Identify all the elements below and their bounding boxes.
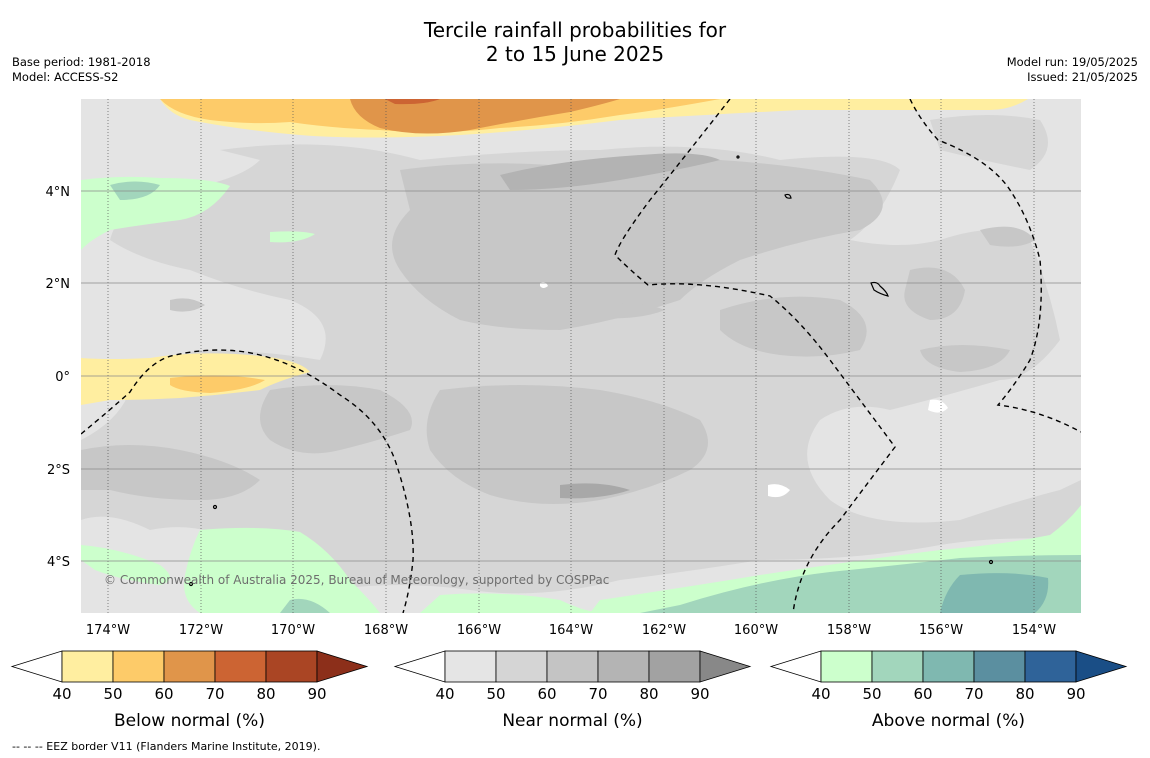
below-normal-colorbar-title: Below normal (%) xyxy=(114,711,265,731)
above-normal-colorbar-tick-label: 40 xyxy=(811,685,830,703)
lon-label: 170°W xyxy=(271,623,315,638)
graticule xyxy=(81,99,1081,613)
lat-label: 2°S xyxy=(47,463,70,478)
lat-axis-labels: 4°N 2°N 0° 2°S 4°S xyxy=(46,185,71,570)
below-normal-colorbar-segment xyxy=(112,650,165,683)
lon-label: 154°W xyxy=(1012,623,1056,638)
below-normal-colorbar-low-arrow xyxy=(10,650,63,683)
lon-label: 162°W xyxy=(642,623,686,638)
lon-label: 168°W xyxy=(364,623,408,638)
near-normal-colorbar-tick-label: 50 xyxy=(486,685,505,703)
below-normal-colorbar-tick-label: 90 xyxy=(307,685,326,703)
islands xyxy=(188,155,994,587)
near-normal-colorbar: 40 50 60 70 80 90 Near normal (%) xyxy=(393,650,752,731)
near-normal-colorbar-low-arrow xyxy=(393,650,446,683)
island-tabuaeran xyxy=(784,193,792,199)
map-title: Tercile rainfall probabilities for 2 to … xyxy=(0,18,1150,66)
near-normal-colorbar-tick-label: 90 xyxy=(690,685,709,703)
below-normal-colorbar-segment xyxy=(214,650,267,683)
map-plot-area[interactable]: © Commonwealth of Australia 2025, Bureau… xyxy=(81,99,1081,613)
near-normal-colorbar-tick-label: 70 xyxy=(588,685,607,703)
above-normal-colorbar-tick-label: 50 xyxy=(862,685,881,703)
issued-date: Issued: 21/05/2025 xyxy=(1027,70,1138,84)
near-normal-colorbar-high-arrow xyxy=(699,650,752,683)
below-normal-areas xyxy=(81,99,1028,405)
near-normal-colorbar-segment xyxy=(546,650,599,683)
below-normal-colorbar-tick-label: 40 xyxy=(52,685,71,703)
near-normal-colorbar-tick-label: 80 xyxy=(639,685,658,703)
lon-label: 166°W xyxy=(457,623,501,638)
below-normal-colorbar-segment xyxy=(61,650,114,683)
island-small-4 xyxy=(736,155,740,159)
model-run: Model run: 19/05/2025 xyxy=(1006,55,1138,69)
eez-legend-note: -- -- -- EEZ border V11 (Flanders Marine… xyxy=(12,740,321,753)
lat-label: 4°N xyxy=(46,185,71,200)
near-normal-colorbar-segment xyxy=(444,650,497,683)
title-line-1: Tercile rainfall probabilities for xyxy=(423,18,727,42)
above-normal-colorbar-segment xyxy=(1024,650,1077,683)
near-normal-50 xyxy=(81,115,1081,594)
lon-label: 160°W xyxy=(734,623,778,638)
above-normal-areas xyxy=(81,176,1081,613)
lon-label: 164°W xyxy=(549,623,593,638)
above-normal-colorbar-tick-label: 70 xyxy=(964,685,983,703)
lon-label: 158°W xyxy=(827,623,871,638)
lat-label: 4°S xyxy=(47,555,70,570)
near-normal-colorbar-segment xyxy=(495,650,548,683)
island-kiritimati xyxy=(870,281,889,297)
above-normal-colorbar-tick-label: 80 xyxy=(1015,685,1034,703)
eez-border-line-islands xyxy=(614,99,896,613)
run-info: Model run: 19/05/2025 Issued: 21/05/2025 xyxy=(1007,55,1138,85)
above-normal-colorbar-low-arrow xyxy=(769,650,822,683)
below-normal-colorbar-segment xyxy=(265,650,318,683)
lon-label: 156°W xyxy=(919,623,963,638)
map-figure: © Commonwealth of Australia 2025, Bureau… xyxy=(10,99,1128,731)
near-normal-colorbar-segment xyxy=(648,650,701,683)
below-normal-colorbar-high-arrow xyxy=(316,650,369,683)
lon-axis-labels: 174°W 172°W 170°W 168°W 166°W 164°W 162°… xyxy=(86,623,1056,638)
below-normal-colorbar-segment xyxy=(163,650,216,683)
white-low-confidence xyxy=(540,282,948,498)
base-period: Base period: 1981-2018 xyxy=(12,55,151,69)
model-info: Base period: 1981-2018 Model: ACCESS-S2 xyxy=(12,55,151,85)
title-line-2: 2 to 15 June 2025 xyxy=(485,42,665,66)
near-normal-70 xyxy=(500,153,720,499)
above-normal-colorbar-tick-label: 60 xyxy=(913,685,932,703)
below-normal-colorbar-tick-label: 60 xyxy=(154,685,173,703)
above-normal-colorbar-segment xyxy=(820,650,873,683)
below-normal-colorbar-tick-label: 70 xyxy=(205,685,224,703)
below-normal-colorbar: 40 50 60 70 80 90 Below normal (%) xyxy=(10,650,369,731)
above-normal-colorbar-segment xyxy=(973,650,1026,683)
copyright-notice: © Commonwealth of Australia 2025, Bureau… xyxy=(104,573,609,587)
near-normal-colorbar-title: Near normal (%) xyxy=(502,711,642,731)
above-normal-colorbar-title: Above normal (%) xyxy=(872,711,1025,731)
colorbar-legends: 40 50 60 70 80 90 Below normal (%) 40 50 60 70 80 90… xyxy=(10,650,1128,731)
lon-label: 172°W xyxy=(179,623,223,638)
model-name: Model: ACCESS-S2 xyxy=(12,70,119,84)
near-normal-colorbar-tick-label: 60 xyxy=(537,685,556,703)
eez-borders xyxy=(81,99,1081,613)
above-normal-colorbar-segment xyxy=(922,650,975,683)
lat-label: 0° xyxy=(55,370,70,385)
below-normal-colorbar-tick-label: 50 xyxy=(103,685,122,703)
above-normal-colorbar-high-arrow xyxy=(1075,650,1128,683)
eez-border-phoenix-west xyxy=(81,349,414,613)
near-normal-60 xyxy=(81,160,1035,504)
below-normal-colorbar-tick-label: 80 xyxy=(256,685,275,703)
lat-label: 2°N xyxy=(46,277,71,292)
eez-border-kiribati-east xyxy=(909,99,1081,433)
near-normal-colorbar-segment xyxy=(597,650,650,683)
island-small-2 xyxy=(188,581,194,587)
above-normal-colorbar: 40 50 60 70 80 90 Above normal (%) xyxy=(769,650,1128,731)
near-normal-colorbar-tick-label: 40 xyxy=(435,685,454,703)
above-normal-colorbar-segment xyxy=(871,650,924,683)
above-normal-colorbar-tick-label: 90 xyxy=(1066,685,1085,703)
island-small-1 xyxy=(212,504,218,510)
lon-label: 174°W xyxy=(86,623,130,638)
island-small-3 xyxy=(988,559,994,565)
